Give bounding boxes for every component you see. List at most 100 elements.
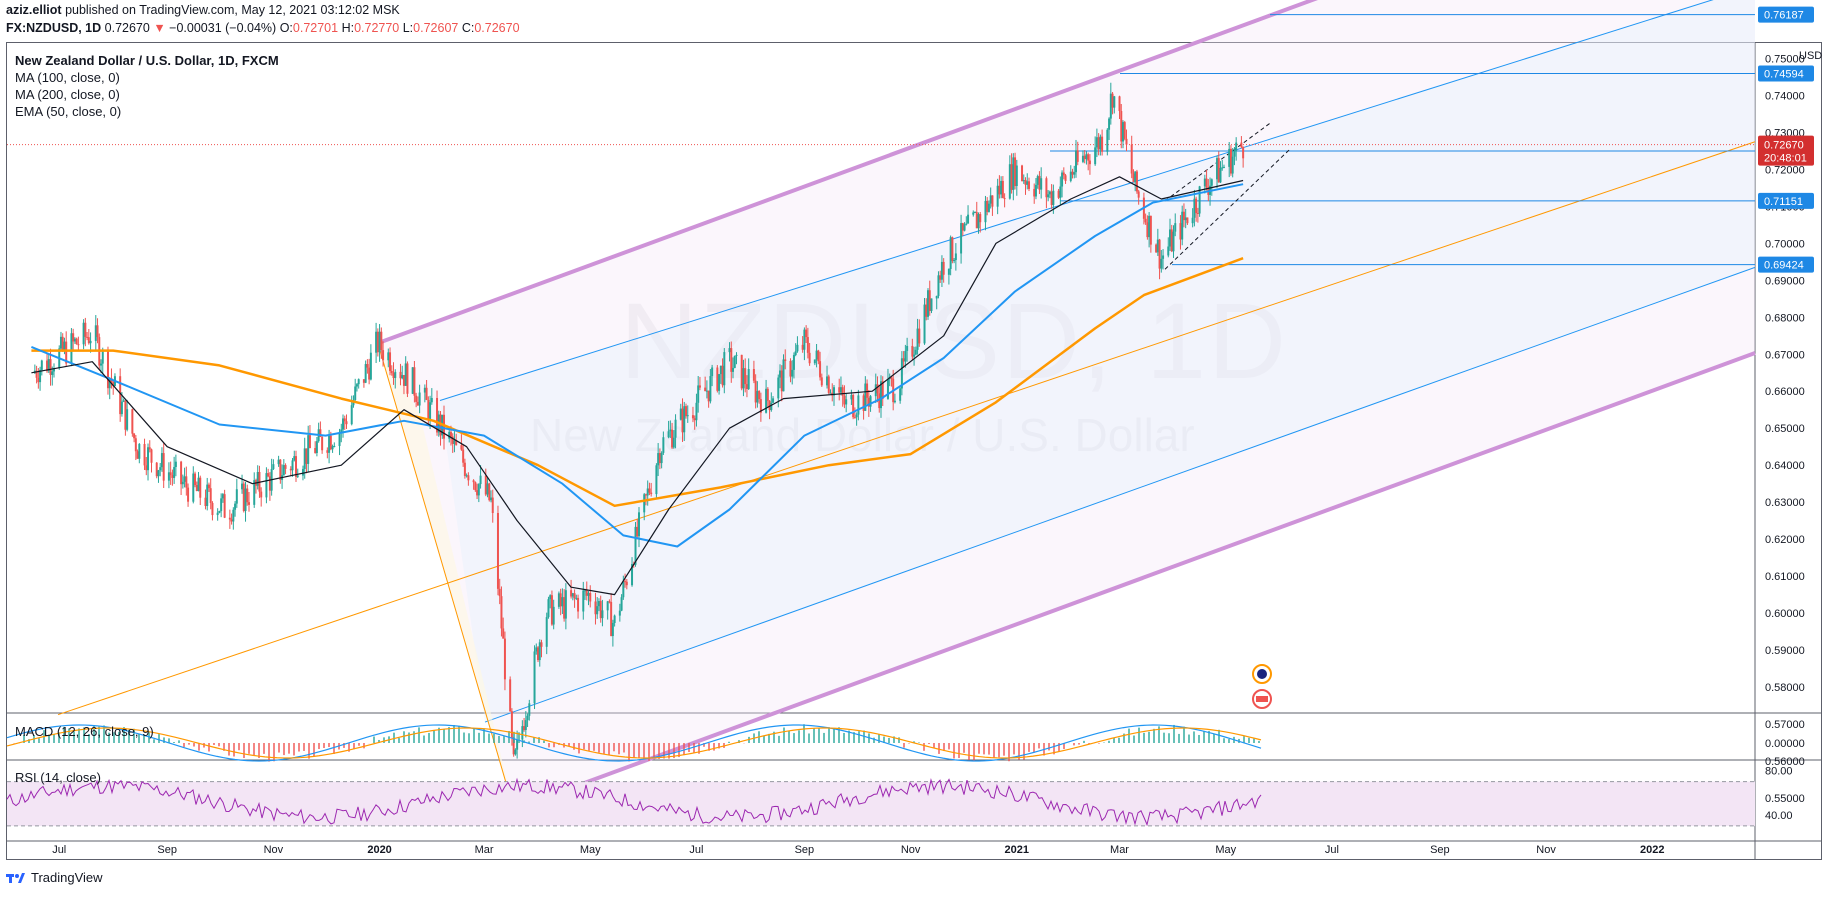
legend-ema50[interactable]: EMA (50, close, 0)	[15, 104, 122, 119]
candle-body	[691, 415, 694, 419]
candle-body	[284, 465, 287, 469]
macd-signal-line	[6, 727, 1262, 759]
candle-body	[660, 452, 663, 464]
macd-bar	[1223, 738, 1225, 743]
macd-bar	[283, 743, 285, 756]
macd-bar	[468, 733, 470, 743]
candle-body	[94, 325, 97, 341]
candle-body	[792, 355, 795, 370]
macd-bar	[683, 743, 685, 756]
candle-body	[524, 720, 527, 731]
candle-body	[282, 465, 285, 476]
candle-body	[390, 371, 393, 374]
macd-bar	[878, 733, 880, 743]
close-value: 0.72670	[474, 21, 520, 35]
candle-body	[674, 419, 677, 438]
macd-bar	[543, 740, 545, 743]
candle-body	[1149, 215, 1152, 245]
candle-body	[855, 414, 858, 418]
candle-body	[752, 369, 755, 381]
candle-body	[977, 214, 980, 229]
macd-bar	[943, 743, 945, 752]
candle-body	[333, 446, 336, 448]
candle-body	[63, 341, 66, 351]
rsi-legend[interactable]: RSI (14, close)	[15, 770, 101, 785]
candle-body	[963, 224, 966, 231]
macd-bar	[778, 735, 780, 743]
macd-bar	[663, 743, 665, 759]
author-name[interactable]: aziz.elliot	[6, 3, 62, 17]
candle-body	[1179, 223, 1182, 240]
legend-ma200[interactable]: MA (200, close, 0)	[15, 87, 120, 102]
candle-body	[657, 453, 660, 466]
candle-body	[460, 445, 463, 450]
candle-body	[1001, 180, 1004, 199]
candle-body	[697, 385, 700, 403]
candle-body	[965, 223, 968, 225]
macd-bar	[808, 733, 810, 743]
candle-body	[218, 511, 221, 513]
candle-body	[479, 475, 482, 485]
candle-body	[477, 484, 480, 496]
candle-body	[429, 402, 432, 421]
macd-bar	[433, 730, 435, 743]
candle-body	[364, 364, 367, 383]
macd-bar	[693, 743, 695, 753]
candle-body	[528, 703, 531, 716]
macd-bar	[648, 743, 650, 761]
candle-body	[406, 363, 409, 394]
macd-legend[interactable]: MACD (12, 26, close, 9)	[15, 724, 154, 739]
macd-bar	[93, 725, 95, 743]
symbol-label: FX:NZDUSD, 1D	[6, 21, 102, 35]
candle-body	[53, 367, 56, 372]
macd-bar	[613, 743, 615, 752]
candle-body	[207, 484, 210, 489]
candle-body	[584, 590, 587, 592]
candle-body	[564, 590, 567, 619]
candle-body	[451, 436, 454, 444]
candle-body	[1073, 172, 1076, 175]
candle-body	[789, 360, 792, 377]
candle-body	[126, 409, 129, 430]
macd-bar	[518, 732, 520, 743]
candle-body	[380, 331, 383, 351]
candle-body	[648, 488, 651, 493]
candle-body	[559, 593, 562, 607]
candle-body	[119, 376, 122, 415]
macd-bar	[223, 743, 225, 751]
candle-body	[1182, 211, 1185, 221]
macd-bar	[578, 743, 580, 754]
candle-body	[1184, 217, 1187, 221]
candle-body	[1034, 184, 1037, 197]
macd-bar	[488, 733, 490, 743]
candle-body	[427, 399, 430, 421]
candle-body	[613, 615, 616, 624]
candle-body	[449, 431, 452, 437]
candle-body	[1221, 167, 1224, 169]
candle-body	[1087, 154, 1090, 161]
candle-body	[1095, 137, 1098, 148]
candle-body	[342, 418, 345, 430]
candle-body	[157, 470, 160, 477]
candle-body	[608, 601, 611, 603]
candle-body	[1156, 239, 1159, 253]
legend-ma100[interactable]: MA (100, close, 0)	[15, 70, 120, 85]
macd-bar	[438, 727, 440, 743]
candle-body	[1217, 158, 1220, 183]
candle-body	[174, 461, 177, 467]
footer-brand[interactable]: TradingView	[31, 870, 103, 885]
macd-bar	[233, 743, 235, 757]
candle-body	[643, 494, 646, 513]
candle-body	[1045, 178, 1048, 198]
candle-body	[611, 623, 614, 637]
level-tag	[1758, 192, 1814, 209]
candle-body	[719, 365, 722, 375]
macd-bar	[1158, 726, 1160, 743]
price-tick: 0.59000	[1765, 645, 1805, 657]
candle-body	[1061, 172, 1064, 187]
macd-bar	[108, 732, 110, 743]
candle-body	[160, 453, 163, 468]
candle-body	[272, 464, 275, 470]
candle-body	[89, 340, 92, 344]
